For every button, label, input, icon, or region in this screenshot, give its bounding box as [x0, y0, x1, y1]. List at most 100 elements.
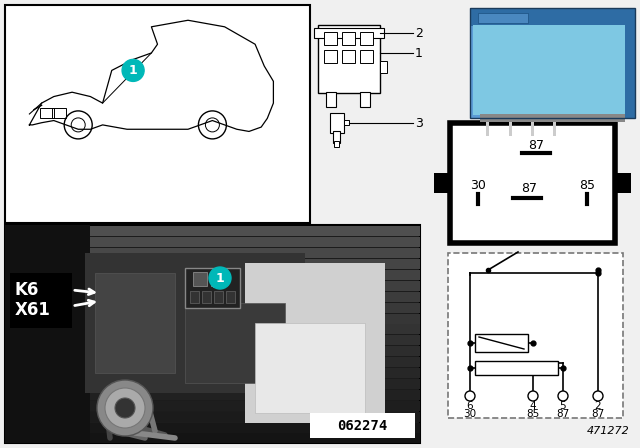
Bar — [226, 291, 235, 303]
Bar — [334, 141, 339, 147]
Bar — [5, 303, 420, 313]
Bar — [255, 323, 365, 413]
Bar — [185, 268, 240, 308]
Bar — [85, 253, 305, 393]
Text: 85: 85 — [579, 178, 595, 191]
Text: 1: 1 — [216, 271, 225, 284]
Bar — [5, 237, 420, 247]
Text: X61: X61 — [15, 301, 51, 319]
Bar — [342, 32, 355, 45]
Text: 5: 5 — [560, 401, 566, 411]
Bar — [380, 61, 387, 73]
Bar — [5, 226, 420, 236]
Circle shape — [115, 398, 135, 418]
Bar — [5, 292, 420, 302]
Bar — [360, 92, 370, 107]
Bar — [5, 324, 420, 334]
Bar — [473, 25, 625, 115]
Bar — [485, 116, 495, 138]
Bar — [530, 116, 540, 138]
Bar — [5, 335, 420, 345]
Text: 6: 6 — [467, 401, 474, 411]
Bar — [5, 368, 420, 378]
Bar — [360, 50, 373, 63]
Bar — [95, 273, 175, 373]
Bar — [185, 303, 285, 383]
Bar — [245, 263, 385, 423]
Bar — [5, 423, 420, 433]
Bar — [5, 248, 420, 258]
Bar — [193, 272, 207, 286]
Bar — [480, 114, 625, 122]
Bar — [40, 108, 54, 118]
Bar — [5, 259, 420, 269]
Text: 87: 87 — [528, 138, 544, 151]
Circle shape — [122, 60, 144, 82]
Circle shape — [209, 267, 231, 289]
Bar — [509, 118, 512, 136]
Text: 3: 3 — [415, 116, 423, 129]
Circle shape — [528, 391, 538, 401]
Bar — [470, 8, 635, 118]
Bar — [5, 270, 420, 280]
Bar — [625, 8, 635, 118]
Text: 87: 87 — [591, 409, 605, 419]
Bar — [5, 225, 420, 443]
Bar — [552, 116, 560, 138]
Text: 4: 4 — [530, 401, 536, 411]
Bar — [470, 8, 635, 118]
Bar — [434, 173, 450, 193]
Bar — [342, 50, 355, 63]
Text: 062274: 062274 — [337, 419, 387, 433]
Bar — [478, 13, 528, 23]
Bar — [324, 32, 337, 45]
Bar — [615, 173, 631, 193]
Bar — [190, 291, 199, 303]
Bar — [553, 118, 556, 136]
Bar — [508, 116, 517, 138]
Circle shape — [593, 391, 603, 401]
Text: 2: 2 — [415, 26, 423, 39]
Circle shape — [105, 388, 145, 428]
Bar — [450, 123, 615, 243]
Text: 85: 85 — [526, 409, 540, 419]
Bar — [324, 50, 337, 63]
Bar — [5, 225, 90, 443]
Bar — [5, 357, 420, 367]
Text: K6: K6 — [15, 281, 40, 299]
Text: 1: 1 — [415, 47, 423, 60]
Bar — [5, 281, 420, 291]
Bar — [211, 272, 225, 286]
Bar — [5, 5, 310, 223]
Bar — [531, 118, 534, 136]
Bar — [318, 25, 380, 93]
Text: 87: 87 — [556, 409, 570, 419]
Text: 1: 1 — [129, 64, 138, 77]
Bar — [486, 118, 489, 136]
Bar — [360, 32, 373, 45]
Bar — [5, 379, 420, 389]
Bar — [310, 413, 415, 438]
Bar — [5, 412, 420, 422]
Text: 471272: 471272 — [588, 426, 630, 436]
Bar — [326, 92, 336, 107]
Bar — [475, 334, 528, 352]
Circle shape — [558, 391, 568, 401]
Bar — [10, 273, 72, 328]
Bar — [214, 291, 223, 303]
Bar — [5, 314, 420, 324]
Bar — [344, 120, 349, 125]
Text: 30: 30 — [463, 409, 477, 419]
Text: 30: 30 — [470, 178, 486, 191]
Bar — [202, 291, 211, 303]
Bar — [330, 113, 344, 133]
Circle shape — [465, 391, 475, 401]
Bar — [5, 401, 420, 411]
Bar — [5, 390, 420, 400]
Bar — [314, 28, 384, 38]
Circle shape — [97, 380, 153, 436]
Bar — [5, 433, 420, 443]
Bar — [448, 253, 623, 418]
Bar — [470, 8, 635, 26]
Bar — [475, 361, 558, 375]
